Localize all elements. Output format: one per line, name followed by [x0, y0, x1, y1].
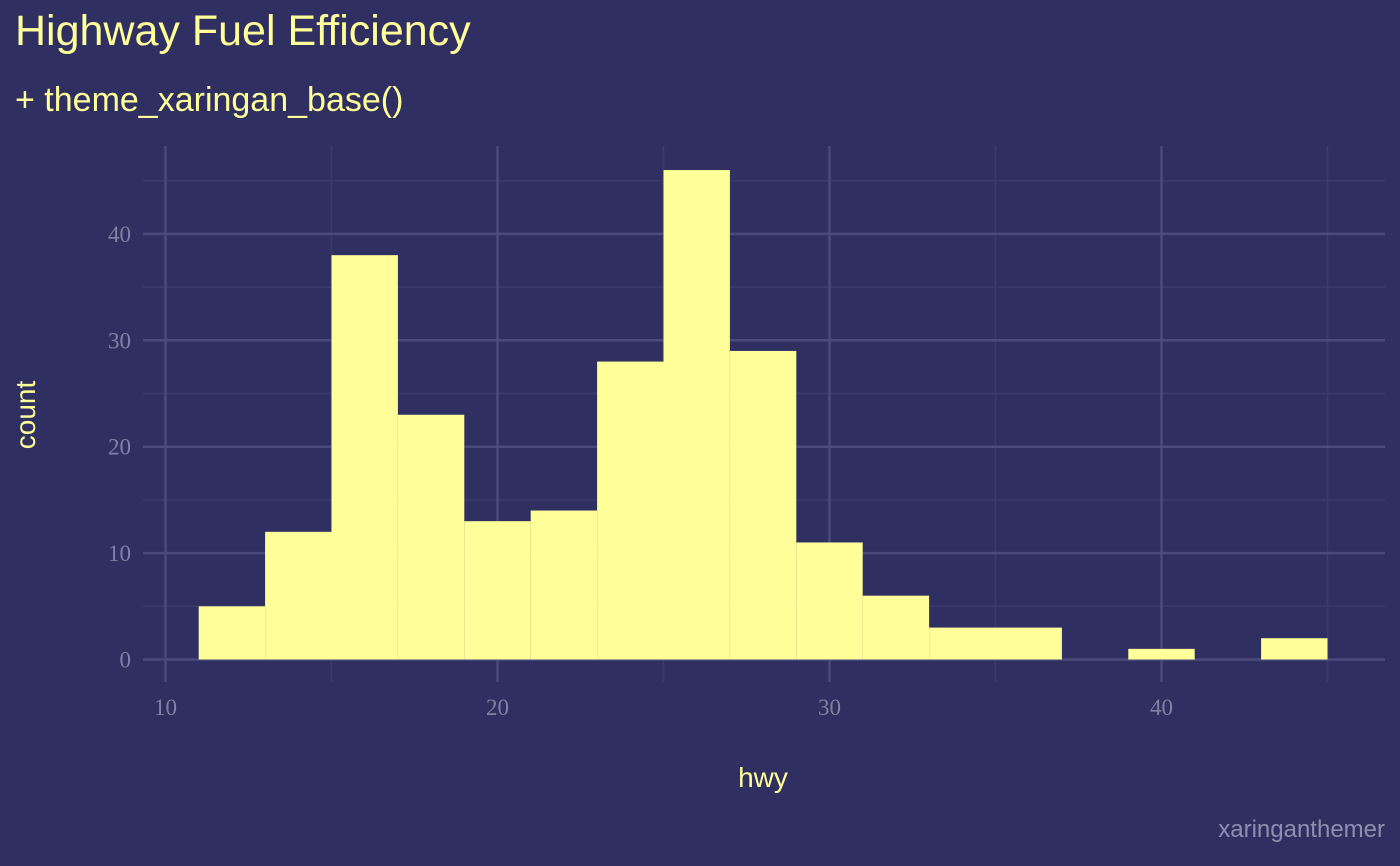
chart-caption: xaringanthemer [1218, 816, 1385, 843]
histogram-bar [862, 595, 930, 660]
histogram-bar [995, 627, 1062, 660]
chart-subtitle: + theme_xaringan_base() [15, 81, 403, 119]
chart-title: Highway Fuel Efficiency [15, 7, 471, 55]
histogram-bars [198, 170, 1328, 660]
histogram-bar [397, 414, 465, 660]
y-tick-label: 20 [108, 435, 131, 460]
histogram-bar [729, 350, 797, 660]
histogram-bar [530, 510, 598, 660]
histogram-bar [331, 255, 398, 660]
histogram-bar [1128, 648, 1195, 660]
y-tick-label: 10 [108, 541, 131, 566]
histogram-bar [1261, 638, 1328, 660]
histogram-bar [597, 361, 664, 660]
histogram-bar [929, 627, 996, 660]
x-tick-label: 10 [154, 695, 177, 720]
histogram-bar [198, 606, 266, 660]
histogram-bar [663, 170, 730, 660]
y-axis-title: count [10, 381, 41, 450]
histogram-bar [265, 531, 332, 660]
x-tick-label: 40 [1150, 695, 1173, 720]
x-axis-title: hwy [738, 762, 788, 793]
histogram-bar [464, 521, 531, 660]
x-tick-label: 20 [486, 695, 509, 720]
histogram-bar [796, 542, 863, 660]
x-tick-label: 30 [818, 695, 841, 720]
y-tick-label: 40 [108, 222, 131, 247]
y-tick-label: 0 [120, 648, 132, 673]
x-axis-ticks: 10 20 30 40 [154, 695, 1173, 720]
y-tick-label: 30 [108, 328, 131, 353]
y-axis-ticks: 0 10 20 30 40 [108, 222, 131, 673]
